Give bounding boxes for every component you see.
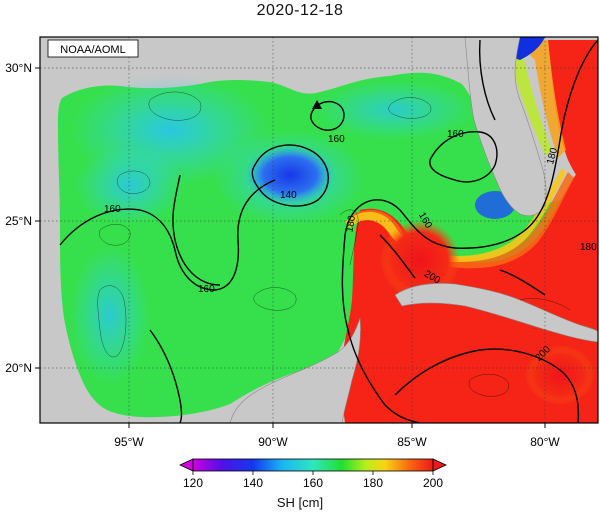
eddy-marker-icon: [312, 100, 322, 109]
cuba-land: [394, 283, 598, 343]
lon-label-85: 85°W: [397, 435, 427, 449]
florida-land: [464, 37, 547, 216]
yucatan-land: [229, 317, 361, 423]
contour-label: 160: [104, 204, 121, 215]
contour-label: 160: [328, 134, 345, 145]
map-frame: [39, 36, 599, 424]
map-title: 2020-12-18: [256, 2, 344, 19]
contour-label: 160: [447, 129, 464, 140]
colorbar-title: SH [cm]: [276, 495, 324, 510]
lon-label-90: 90°W: [258, 435, 288, 449]
colorbar-tick: 120: [183, 476, 203, 490]
colorbar-tick: 160: [303, 476, 323, 490]
lon-label-80: 80°W: [530, 435, 560, 449]
colorbar-tick: 180: [363, 476, 383, 490]
colorbar-tick: 200: [423, 476, 443, 490]
contour-label: 180: [344, 214, 358, 233]
lat-label-20: 20°N: [5, 361, 32, 375]
contour-label: 180: [545, 146, 560, 165]
lat-label-25: 25°N: [5, 214, 32, 228]
lat-label-30: 30°N: [5, 61, 32, 75]
credit-label: NOAA/AOML: [60, 44, 125, 56]
lon-label-95: 95°W: [114, 435, 144, 449]
colorbar-tick: 140: [243, 476, 263, 490]
credit-box: [47, 39, 139, 58]
contour-label: 180: [580, 242, 597, 253]
contour-label: 160: [198, 284, 215, 295]
colorbar: 120 140 160 180 200: [179, 458, 447, 490]
contour-label: 140: [280, 190, 297, 201]
